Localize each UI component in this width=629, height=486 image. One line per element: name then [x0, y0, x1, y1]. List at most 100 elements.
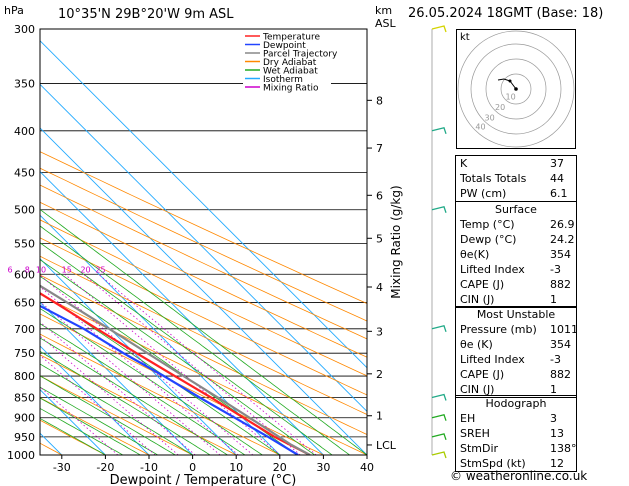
dewpoint-profile: [40, 304, 299, 455]
wet-adiabat-line: [40, 225, 350, 455]
surface-theta-label: θe(K): [460, 248, 490, 261]
wet-adiabat-line: [40, 308, 263, 455]
isotherm-line: [40, 301, 193, 455]
wind-barb: [431, 127, 447, 134]
mu-cin-value: 1: [550, 383, 557, 396]
km-tick-label: 3: [376, 325, 383, 338]
eh-label: EH: [460, 412, 476, 425]
dry-adiabat-line: [40, 167, 367, 322]
pressure-tick-label: 500: [14, 204, 35, 217]
dry-adiabat-line: [40, 354, 237, 455]
pw-value: 6.1: [550, 187, 568, 200]
temperature-profile: [40, 292, 311, 455]
hodograph-ring-label: 40: [475, 123, 485, 132]
pressure-tick-label: 1000: [7, 449, 35, 462]
mixing-ratio-line: [40, 335, 179, 455]
wet-adiabat-line: [40, 350, 211, 455]
surface-table: Surface Temp (°C) 26.9 Dewp (°C) 24.2 θe(K…: [455, 201, 577, 308]
hodograph-ring-label: 30: [485, 114, 495, 123]
sreh-label: SREH: [460, 427, 490, 440]
km-tick-label: 5: [376, 232, 383, 245]
mixing-ratio-line: [40, 386, 119, 455]
isotherm-line: [40, 127, 367, 455]
dry-adiabat-line: [40, 201, 367, 358]
hodograph-ring: [500, 73, 532, 105]
hodograph-point: [508, 79, 512, 83]
k-label: K: [460, 157, 468, 170]
x-tick-label: 40: [360, 461, 374, 474]
surface-cin-label: CIN (J): [460, 293, 495, 306]
km-label: km: [375, 4, 392, 17]
x-tick-label: -10: [140, 461, 158, 474]
pressure-tick-label: 300: [14, 23, 35, 36]
mu-cin-label: CIN (J): [460, 383, 495, 396]
km-tick-label: 1: [376, 410, 383, 423]
isotherm-line: [40, 258, 237, 455]
wind-barb: [431, 433, 447, 441]
footer-credit: © weatheronline.co.uk: [450, 469, 588, 483]
location-title: 10°35'N 29B°20'W 9m ASL: [58, 7, 234, 22]
x-tick-label: 10: [229, 461, 243, 474]
surface-cape-value: 882: [550, 278, 571, 291]
wet-adiabat-line: [40, 208, 367, 455]
dry-adiabat-line: [40, 184, 367, 340]
isotherm-line: [40, 83, 367, 413]
isotherm-line: [40, 214, 281, 455]
dry-adiabat-line: [40, 375, 193, 455]
pressure-tick-label: 750: [14, 347, 35, 360]
parcel-trajectory-profile: [40, 284, 311, 455]
eh-value: 3: [550, 412, 557, 425]
wet-adiabat-line: [40, 337, 228, 455]
dry-adiabat-line: [40, 237, 367, 396]
hodograph-kt-label: kt: [460, 32, 470, 43]
hodograph-ring: [485, 58, 547, 120]
datetime-title: 26.05.2024 18GMT (Base: 18): [408, 6, 604, 21]
km-tick-label: 2: [376, 368, 383, 381]
km-tick-label: 6: [376, 189, 383, 202]
legend-entry: Temperature: [262, 33, 320, 43]
mixing-ratio-label: 20: [80, 265, 90, 274]
mu-li-label: Lifted Index: [460, 353, 525, 366]
x-tick-label: 20: [273, 461, 287, 474]
mixing-ratio-axis-label: Mixing Ratio (g/kg): [389, 185, 403, 298]
dry-adiabat-line: [40, 397, 150, 455]
isotherm-line: [40, 170, 324, 455]
wind-barb: [431, 413, 447, 421]
hodograph-ring: [470, 43, 562, 135]
mixing-ratio-line: [40, 354, 156, 455]
wet-adiabat-line: [40, 407, 124, 455]
dry-adiabat-line: [40, 151, 367, 304]
pressure-tick-label: 450: [14, 166, 35, 179]
mu-cape-label: CAPE (J): [460, 368, 505, 381]
mixing-ratio-label: 15: [62, 265, 72, 274]
surface-temp-value: 26.9: [550, 218, 575, 231]
legend-entry: Dry Adiabat: [263, 58, 317, 68]
hpa-label: hPa: [4, 4, 24, 17]
mu-pres-label: Pressure (mb): [460, 323, 537, 336]
k-value: 37: [550, 157, 564, 170]
surface-dewp-label: Dewp (°C): [460, 233, 517, 246]
mu-cape-value: 882: [550, 368, 571, 381]
tt-label: Totals Totals: [460, 172, 527, 185]
hodograph-table: Hodograph EH 3 SREH 13 StmDir 138° StmSpd (…: [455, 395, 577, 472]
wind-barb: [431, 25, 447, 33]
wet-adiabat-line: [40, 397, 141, 455]
legend-entry: Wet Adiabat: [263, 67, 318, 77]
wind-barb: [431, 205, 447, 213]
pressure-tick-label: 400: [14, 125, 35, 138]
x-tick-label: 0: [189, 461, 196, 474]
hodograph-ring-label: 10: [506, 93, 516, 102]
legend-entry: Parcel Trajectory: [263, 50, 338, 60]
surface-cin-value: 1: [550, 293, 557, 306]
surface-li-label: Lifted Index: [460, 263, 525, 276]
dry-adiabat-line: [40, 274, 367, 435]
pressure-tick-label: 900: [14, 412, 35, 425]
pw-label: PW (cm): [460, 187, 507, 200]
pressure-tick-label: 550: [14, 237, 35, 250]
pressure-tick-label: 950: [14, 431, 35, 444]
legend-entry: Mixing Ratio: [263, 84, 319, 94]
pressure-tick-label: 350: [14, 78, 35, 91]
isotherm-line: [40, 345, 150, 455]
km-tick-label: LCL: [376, 439, 397, 452]
